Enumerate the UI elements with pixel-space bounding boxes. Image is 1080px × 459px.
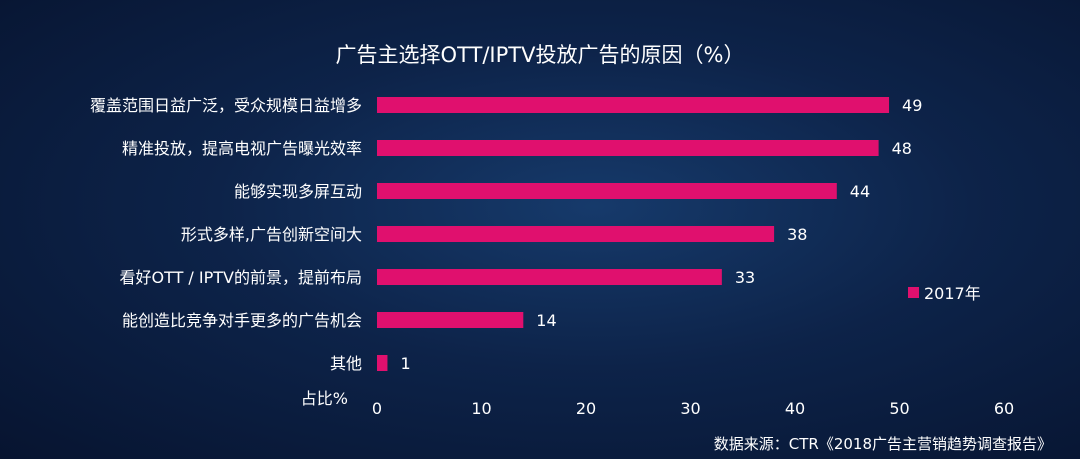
bar (377, 312, 524, 328)
category-label: 其他 (330, 354, 362, 373)
bar (377, 355, 388, 371)
value-label: 44 (850, 182, 870, 201)
value-label: 14 (536, 311, 556, 330)
bar (377, 226, 775, 242)
x-tick-label: 40 (785, 399, 805, 418)
x-axis-title: 占比% (301, 389, 348, 408)
bar (377, 269, 722, 285)
category-label: 精准投放，提高电视广告曝光效率 (122, 139, 362, 158)
bar (377, 183, 837, 199)
x-tick-label: 20 (576, 399, 596, 418)
legend-label: 2017年 (924, 284, 981, 303)
category-label: 能创造比竞争对手更多的广告机会 (122, 311, 362, 330)
value-label: 1 (400, 354, 410, 373)
value-label: 48 (892, 139, 912, 158)
legend-swatch (908, 287, 919, 298)
bar (377, 97, 890, 113)
category-labels: 覆盖范围日益广泛，受众规模日益增多精准投放，提高电视广告曝光效率能够实现多屏互动… (90, 96, 362, 373)
category-label: 形式多样,广告创新空间大 (181, 225, 362, 244)
x-tick-label: 30 (680, 399, 700, 418)
x-tick-label: 60 (994, 399, 1014, 418)
category-label: 看好OTT / IPTV的前景，提前布局 (119, 268, 362, 287)
category-label: 覆盖范围日益广泛，受众规模日益增多 (90, 96, 362, 115)
value-label: 38 (787, 225, 807, 244)
x-tick-label: 10 (471, 399, 491, 418)
x-axis-ticks: 0 10 20 30 40 50 60 (372, 399, 1014, 418)
value-label: 49 (902, 96, 922, 115)
chart-title: 广告主选择OTT/IPTV投放广告的原因（%） (336, 43, 745, 67)
value-labels: 49 48 44 38 33 14 1 (400, 96, 922, 373)
x-tick-label: 0 (372, 399, 382, 418)
value-label: 33 (735, 268, 755, 287)
category-label: 能够实现多屏互动 (234, 182, 362, 201)
bars-group (377, 97, 890, 371)
bar (377, 140, 879, 156)
x-tick-label: 50 (889, 399, 909, 418)
legend: 2017年 (908, 284, 981, 303)
source-note: 数据来源：CTR《2018广告主营销趋势调查报告》 (714, 435, 1052, 453)
